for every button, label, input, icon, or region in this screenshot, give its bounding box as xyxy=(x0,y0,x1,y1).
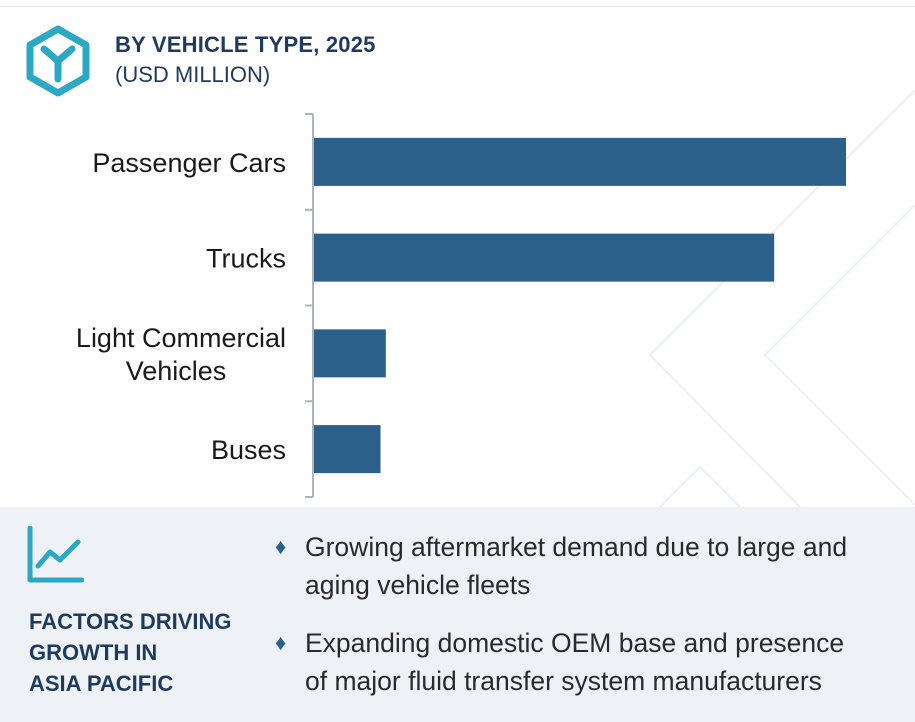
bar xyxy=(314,137,846,186)
category-label-line: Light Commercial xyxy=(76,323,286,353)
category-label: Passenger Cars xyxy=(92,148,286,178)
bar xyxy=(314,233,775,282)
bar xyxy=(314,425,381,474)
y-hexagon-logo-icon xyxy=(26,25,90,97)
background-watermark xyxy=(649,89,915,507)
bar-chart: Passenger Cars Trucks Light Commercial Vehi… xyxy=(76,113,846,498)
factor-bullet-line: Expanding domestic OEM base and presence xyxy=(305,628,845,658)
top-divider xyxy=(0,6,915,7)
chart-subtitle: (USD MILLION) xyxy=(115,62,271,87)
bar xyxy=(314,329,386,378)
factors-panel xyxy=(0,507,915,722)
category-label: Buses xyxy=(211,435,286,465)
diamond-bullet-icon: ♦ xyxy=(275,630,287,655)
line-chart-trend-icon xyxy=(27,526,84,583)
factor-bullet-text: Expanding domestic OEM base and presence… xyxy=(305,624,905,700)
diamond-bullet-icon: ♦ xyxy=(275,534,287,559)
factor-bullet-line: Growing aftermarket demand due to large … xyxy=(305,532,848,562)
category-label: Light Commercial Vehicles xyxy=(76,323,286,386)
category-label-line: Vehicles xyxy=(126,356,227,386)
factor-bullet-line: aging vehicle fleets xyxy=(305,570,531,600)
chart-title: BY VEHICLE TYPE, 2025 xyxy=(115,32,376,57)
factors-title-line: ASIA PACIFIC xyxy=(29,671,174,696)
factors-title-line: FACTORS DRIVING xyxy=(29,609,232,634)
factors-title-line: GROWTH IN xyxy=(29,640,158,665)
factor-bullet-text: Growing aftermarket demand due to large … xyxy=(305,528,905,604)
factor-bullet-line: of major fluid transfer system manufactu… xyxy=(305,666,822,696)
category-label: Trucks xyxy=(206,244,286,274)
factors-title: FACTORS DRIVING GROWTH IN ASIA PACIFIC xyxy=(29,606,269,699)
